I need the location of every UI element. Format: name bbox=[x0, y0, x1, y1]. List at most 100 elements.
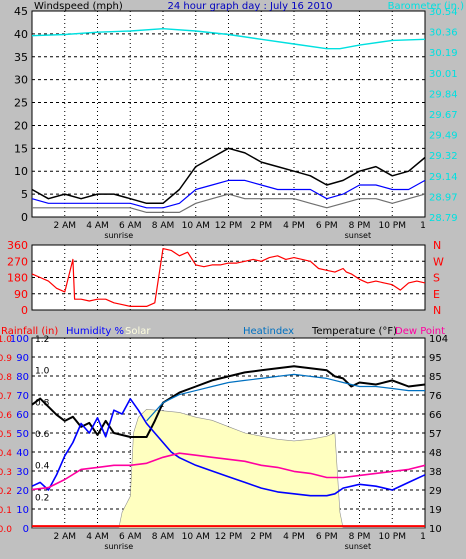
humidity-ytick-label: 100 bbox=[10, 334, 29, 345]
barometer-ytick-label: 29.32 bbox=[429, 151, 458, 162]
rain-ytick-label: 0.6 bbox=[0, 411, 12, 421]
wind-xtick-label: 6 AM bbox=[119, 221, 142, 231]
thermo-xtick-label: 2 AM bbox=[53, 532, 76, 542]
compass-label: N bbox=[433, 304, 441, 317]
wind-ytick-label: 25 bbox=[14, 97, 28, 110]
direction-ytick-label: 0 bbox=[21, 304, 28, 317]
humidity-line bbox=[31, 397, 426, 497]
wind-plot-area bbox=[31, 10, 426, 218]
thermo-xtick-label: 4 PM bbox=[283, 532, 305, 542]
thermo-xtick-label: 10 AM bbox=[182, 532, 210, 542]
wind-avg-line bbox=[31, 179, 426, 209]
solar-ytick-label: 0.8 bbox=[35, 398, 50, 408]
wind-xtick-label: 8 PM bbox=[349, 221, 371, 231]
dew-point-line bbox=[31, 452, 426, 491]
direction-ytick-label: 270 bbox=[7, 255, 28, 268]
temperature-ytick-label: 19 bbox=[429, 505, 442, 516]
legend-rainfall: Rainfall (in) bbox=[1, 326, 58, 337]
wind-xtick-label: 12 PM bbox=[215, 221, 243, 231]
compass-label: W bbox=[433, 255, 444, 268]
barometer-ytick-label: 29.67 bbox=[429, 110, 458, 121]
rain-ytick-label: 0.1 bbox=[0, 506, 12, 516]
barometer-line bbox=[31, 28, 426, 50]
thermo-xtick-label: 8 PM bbox=[349, 532, 371, 542]
wind-ytick-label: 5 bbox=[21, 188, 28, 201]
temperature-ytick-label: 38 bbox=[429, 467, 442, 478]
rain-ytick-label: 0.5 bbox=[0, 430, 12, 440]
humidity-ytick-label: 30 bbox=[16, 467, 29, 478]
rain-ytick-label: 0.0 bbox=[0, 525, 12, 535]
compass-label: E bbox=[433, 288, 440, 301]
direction-ytick-label: 360 bbox=[7, 239, 28, 252]
wind-xtick-label: 2 PM bbox=[250, 221, 272, 231]
sunset-label: sunset bbox=[345, 231, 372, 240]
humidity-ytick-label: 40 bbox=[16, 448, 29, 459]
direction-ytick-label: 90 bbox=[14, 288, 28, 301]
thermo-xtick-label: 4 AM bbox=[86, 532, 109, 542]
rain-ytick-label: 0.3 bbox=[0, 468, 12, 478]
thermo-xtick-label: 10 PM bbox=[378, 532, 406, 542]
rain-ytick-label: 1.0 bbox=[0, 335, 12, 345]
temperature-ytick-label: 66 bbox=[429, 410, 442, 421]
sunrise-label-bottom: sunrise bbox=[104, 542, 133, 551]
thermo-xtick-label: 8 AM bbox=[152, 532, 175, 542]
thermo-xtick-label: 6 AM bbox=[119, 532, 142, 542]
solar-area bbox=[32, 408, 425, 529]
legend-dew-point: Dew Point bbox=[395, 326, 445, 337]
humidity-ytick-label: 70 bbox=[16, 391, 29, 402]
temperature-ytick-label: 85 bbox=[429, 372, 442, 383]
solar-ytick-label: 1.0 bbox=[35, 367, 50, 377]
wind-ytick-label: 10 bbox=[14, 165, 28, 178]
barometer-ytick-label: 30.54 bbox=[429, 7, 458, 18]
wind-ytick-label: 0 bbox=[21, 211, 28, 224]
thermo-xtick-label: 2 PM bbox=[250, 532, 272, 542]
rain-ytick-label: 0.4 bbox=[0, 449, 12, 459]
legend-heat-index: Heatindex bbox=[243, 326, 294, 337]
barometer-ytick-label: 30.19 bbox=[429, 48, 458, 59]
legend-humidity: Humidity % bbox=[66, 326, 124, 337]
wind-xtick-label: 10 PM bbox=[378, 221, 406, 231]
temperature-ytick-label: 57 bbox=[429, 429, 442, 440]
legend-temperature: Temperature (°F) bbox=[311, 326, 397, 337]
barometer-ytick-label: 30.36 bbox=[429, 28, 458, 39]
temperature-ytick-label: 10 bbox=[429, 524, 442, 535]
humidity-ytick-label: 50 bbox=[16, 429, 29, 440]
legend-solar: Solar bbox=[125, 326, 151, 337]
wind-xtick-label: 2 AM bbox=[53, 221, 76, 231]
humidity-ytick-label: 0 bbox=[23, 524, 29, 535]
wind-direction-line bbox=[31, 248, 426, 307]
sunrise-label: sunrise bbox=[104, 231, 133, 240]
barometer-axis-title: Barometer (in.) bbox=[388, 1, 464, 12]
temperature-ytick-label: 29 bbox=[429, 486, 442, 497]
wind-axis-title: Windspeed (mph) bbox=[34, 1, 123, 12]
thermo-xtick-label: 6 PM bbox=[316, 532, 338, 542]
thermo-xtick-label: 1 bbox=[420, 532, 426, 542]
wind-xtick-label: 4 PM bbox=[283, 221, 305, 231]
temperature-ytick-label: 48 bbox=[429, 448, 442, 459]
wind-ytick-label: 35 bbox=[14, 51, 28, 64]
wind-xtick-label: 1 bbox=[420, 221, 426, 231]
humidity-ytick-label: 60 bbox=[16, 410, 29, 421]
humidity-ytick-label: 10 bbox=[16, 505, 29, 516]
barometer-ytick-label: 29.14 bbox=[429, 172, 458, 183]
wind-gust-line bbox=[32, 193, 426, 213]
wind-ytick-label: 40 bbox=[14, 28, 28, 41]
barometer-ytick-label: 28.97 bbox=[429, 192, 458, 203]
rain-ytick-label: 0.7 bbox=[0, 392, 12, 402]
compass-label: S bbox=[433, 272, 440, 285]
barometer-ytick-label: 28.79 bbox=[429, 213, 458, 224]
rain-ytick-label: 0.8 bbox=[0, 373, 12, 383]
wind-xtick-label: 6 PM bbox=[316, 221, 338, 231]
wind-ytick-label: 15 bbox=[14, 142, 28, 155]
thermo-xtick-label: 12 PM bbox=[215, 532, 243, 542]
solar-ytick-label: 0.6 bbox=[35, 430, 50, 440]
heat-index-line bbox=[146, 373, 425, 422]
wind-ytick-label: 45 bbox=[14, 5, 28, 18]
barometer-ytick-label: 30.01 bbox=[429, 69, 458, 80]
direction-ytick-label: 180 bbox=[7, 272, 28, 285]
solar-ytick-label: 0.4 bbox=[35, 462, 50, 472]
wind-xtick-label: 4 AM bbox=[86, 221, 109, 231]
solar-ytick-label: 0.2 bbox=[35, 493, 49, 503]
wind-xtick-label: 10 AM bbox=[182, 221, 210, 231]
